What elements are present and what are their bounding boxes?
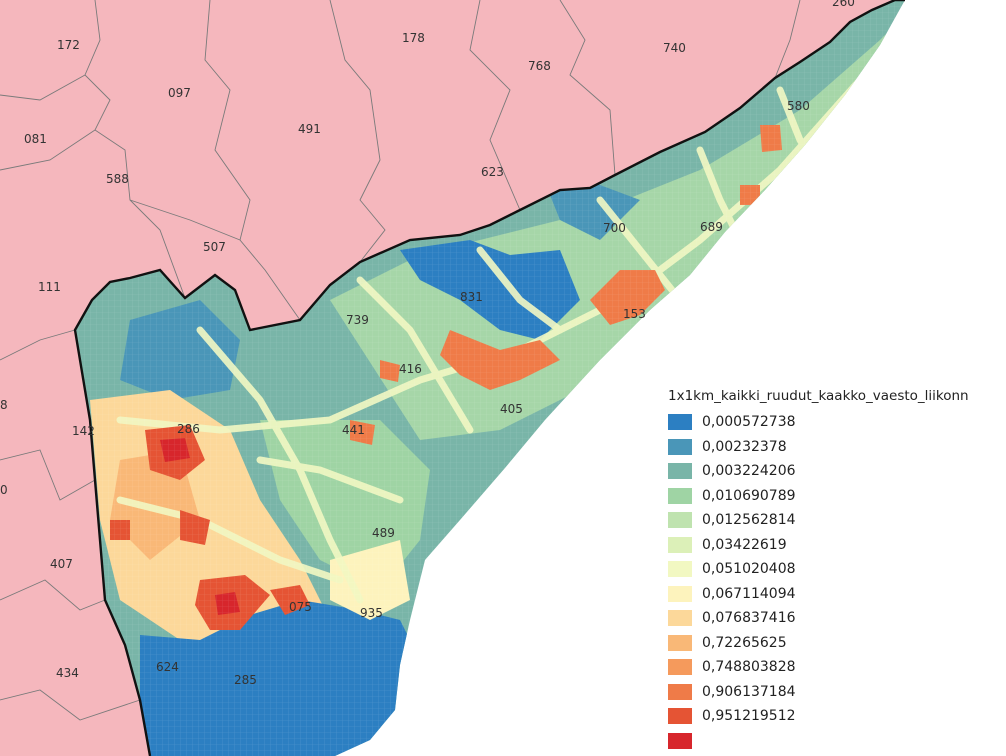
legend-swatch [668, 708, 692, 725]
municipality-label: 097 [168, 86, 191, 100]
legend-swatch [668, 561, 692, 578]
municipality-label: 441 [342, 423, 365, 437]
legend-swatch [668, 634, 692, 651]
municipality-label: 740 [663, 41, 686, 55]
municipality-label: 153 [623, 307, 646, 321]
legend-swatch [668, 512, 692, 529]
municipality-label: 507 [203, 240, 226, 254]
legend-swatch [668, 610, 692, 627]
legend-item: 0,72265625 [668, 631, 1004, 656]
legend-label: 0,00232378 [702, 438, 787, 455]
legend-item: 0,051020408 [668, 557, 1004, 582]
legend-item: 0,003224206 [668, 459, 1004, 484]
legend-swatch [668, 683, 692, 700]
legend-swatch [668, 659, 692, 676]
legend-swatch [668, 414, 692, 431]
municipality-label: 624 [156, 660, 179, 674]
municipality-label: 178 [402, 31, 425, 45]
municipality-label: 8 [0, 398, 8, 412]
municipality-label: 434 [56, 666, 79, 680]
legend-label: 0,076837416 [702, 610, 796, 627]
legend-swatch [668, 536, 692, 553]
legend-label: 0,000572738 [702, 414, 796, 431]
legend-swatch [668, 487, 692, 504]
legend-swatch [668, 438, 692, 455]
legend-label: 0,906137184 [702, 683, 796, 700]
legend-label: 0,003224206 [702, 463, 796, 480]
legend-item: 0,000572738 [668, 410, 1004, 435]
legend-item: 0,00232378 [668, 435, 1004, 460]
legend-swatch [668, 732, 692, 749]
municipality-label: 831 [460, 290, 483, 304]
legend-item: 0,03422619 [668, 533, 1004, 558]
municipality-label: 739 [346, 313, 369, 327]
municipality-label: 260 [832, 0, 855, 9]
municipality-label: 081 [24, 132, 47, 146]
municipality-label: 768 [528, 59, 551, 73]
municipality-label: 0 [0, 483, 8, 497]
municipality-label: 489 [372, 526, 395, 540]
municipality-label: 416 [399, 362, 422, 376]
legend-item [668, 729, 1004, 754]
legend-item: 0,012562814 [668, 508, 1004, 533]
municipality-label: 286 [177, 422, 200, 436]
municipality-label: 405 [500, 402, 523, 416]
neighbor-region [0, 0, 905, 756]
legend-label: 0,010690789 [702, 487, 796, 504]
legend-label: 0,72265625 [702, 634, 787, 651]
legend-item: 0,748803828 [668, 655, 1004, 680]
municipality-label: 700 [603, 221, 626, 235]
municipality-label: 172 [57, 38, 80, 52]
legend-swatch [668, 463, 692, 480]
municipality-label: 588 [106, 172, 129, 186]
legend-title: 1x1km_kaikki_ruudut_kaakko_vaesto_liikon… [668, 388, 969, 404]
municipality-label: 491 [298, 122, 321, 136]
municipality-label: 580 [787, 99, 810, 113]
map-legend: 1x1km_kaikki_ruudut_kaakko_vaesto_liikon… [668, 388, 1004, 753]
municipal-borders [0, 0, 801, 721]
legend-item: 0,067114094 [668, 582, 1004, 607]
municipality-label: 935 [360, 606, 383, 620]
legend-label: 0,067114094 [702, 585, 796, 602]
municipality-label: 407 [50, 557, 73, 571]
municipality-label: 111 [38, 280, 61, 294]
municipality-label: 142 [72, 424, 95, 438]
region-outline [73, 0, 905, 756]
municipality-labels: 178 740 768 172 097 491 081 588 623 507 … [0, 0, 855, 687]
legend-swatch [668, 585, 692, 602]
legend-item: 0,951219512 [668, 704, 1004, 729]
legend-item: 0,010690789 [668, 484, 1004, 509]
municipality-label: 689 [700, 220, 723, 234]
municipality-label: 075 [289, 600, 312, 614]
legend-label: 0,748803828 [702, 659, 796, 676]
legend-item: 0,906137184 [668, 680, 1004, 705]
municipality-label: 285 [234, 673, 257, 687]
municipality-label: 623 [481, 165, 504, 179]
legend-rows: 0,000572738 0,00232378 0,003224206 0,010… [668, 410, 1004, 753]
legend-label: 0,03422619 [702, 536, 787, 553]
legend-label: 0,012562814 [702, 512, 796, 529]
legend-label: 0,951219512 [702, 708, 796, 725]
legend-label: 0,051020408 [702, 561, 796, 578]
legend-item: 0,076837416 [668, 606, 1004, 631]
